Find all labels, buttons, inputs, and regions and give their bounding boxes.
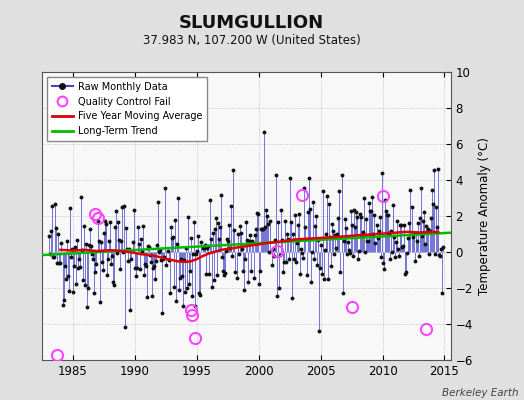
Y-axis label: Temperature Anomaly (°C): Temperature Anomaly (°C): [478, 137, 492, 295]
Text: Berkeley Earth: Berkeley Earth: [442, 388, 519, 398]
Legend: Raw Monthly Data, Quality Control Fail, Five Year Moving Average, Long-Term Tren: Raw Monthly Data, Quality Control Fail, …: [47, 77, 208, 141]
Text: 37.983 N, 107.200 W (United States): 37.983 N, 107.200 W (United States): [143, 34, 361, 47]
Text: SLUMGULLION: SLUMGULLION: [179, 14, 324, 32]
